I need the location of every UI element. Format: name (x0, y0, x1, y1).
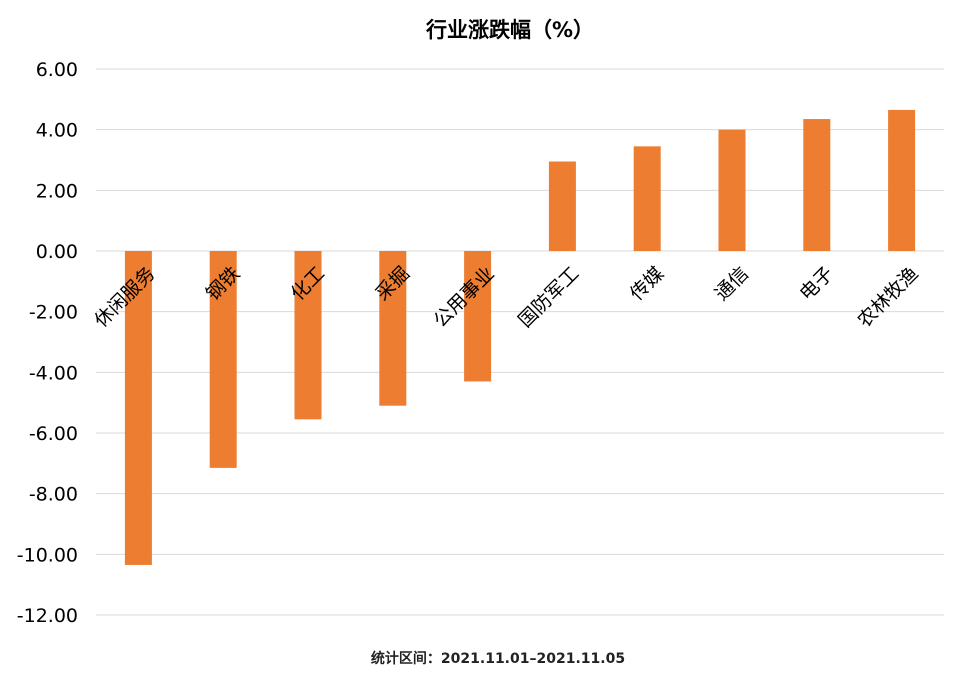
y-tick-label: 0.00 (36, 241, 78, 263)
y-tick-label: -2.00 (29, 302, 78, 324)
bar (124, 251, 152, 565)
y-tick-label: -8.00 (29, 484, 78, 506)
y-tick-label: 6.00 (36, 59, 78, 81)
y-tick-label: -10.00 (17, 544, 78, 566)
bars (124, 109, 916, 565)
y-axis-tick-labels: 6.00 4.00 2.00 0.00 -2.00 -4.00 -6.00 -8.00 -10.… (17, 59, 78, 627)
bar (803, 119, 831, 251)
category-label: 农林牧渔 (853, 263, 922, 332)
bar (464, 251, 492, 382)
category-label: 化工 (287, 263, 329, 305)
bar (294, 251, 322, 420)
y-tick-label: -12.00 (17, 605, 78, 627)
bar (209, 251, 237, 468)
category-label: 采掘 (372, 263, 414, 305)
chart-title: 行业涨跌幅（%） (425, 18, 594, 42)
bar (718, 129, 746, 251)
bar (633, 146, 661, 251)
category-label: 电子 (796, 263, 838, 305)
y-tick-label: -4.00 (29, 362, 78, 384)
y-tick-label: 4.00 (36, 120, 78, 142)
category-label: 国防军工 (514, 263, 583, 332)
bar (548, 161, 576, 251)
bar (888, 109, 916, 251)
footnote: 统计区间：2021.11.01–2021.11.05 (371, 650, 625, 667)
category-label: 通信 (711, 263, 753, 305)
gridlines (96, 68, 944, 616)
category-label: 钢铁 (202, 263, 244, 305)
y-tick-label: -6.00 (29, 423, 78, 445)
category-label: 传媒 (626, 263, 668, 305)
y-tick-label: 2.00 (36, 180, 78, 202)
bar (379, 251, 407, 406)
